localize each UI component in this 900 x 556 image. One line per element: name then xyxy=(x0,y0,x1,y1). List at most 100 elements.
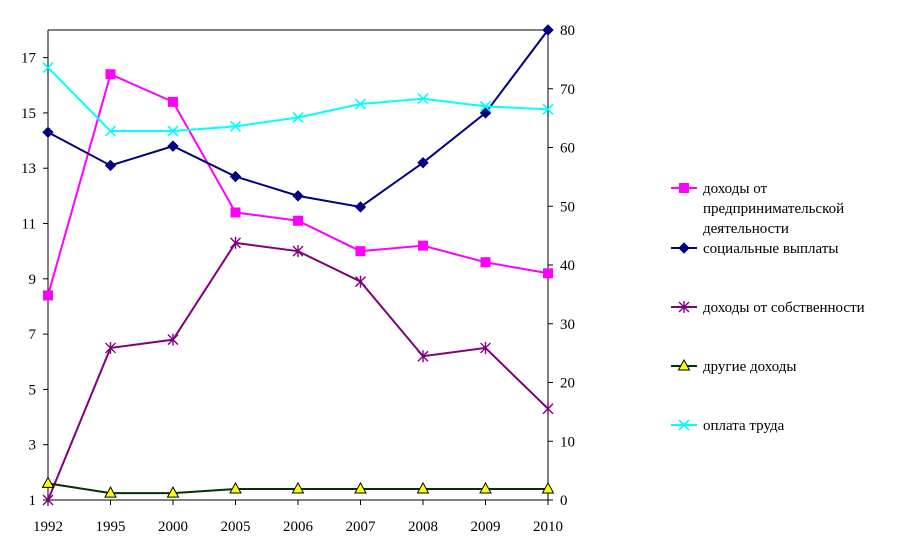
series-1 xyxy=(42,24,554,213)
legend-label-line: предпринимательской xyxy=(703,201,844,217)
legend-label: оплата труда xyxy=(703,418,785,434)
left-tick-label: 1 xyxy=(29,493,37,509)
data-point xyxy=(292,245,304,258)
legend-marker xyxy=(679,183,689,193)
data-point xyxy=(167,140,179,152)
right-tick-label: 70 xyxy=(560,82,575,98)
data-point xyxy=(291,481,305,494)
right-tick-label: 10 xyxy=(560,434,575,450)
left-tick-label: 5 xyxy=(29,382,37,398)
data-point xyxy=(292,190,304,202)
data-point xyxy=(354,201,367,213)
data-point xyxy=(229,170,242,183)
data-point xyxy=(480,341,491,354)
legend-label-line: деятельности xyxy=(703,221,789,237)
data-point xyxy=(229,120,242,132)
data-point xyxy=(543,268,553,279)
data-point xyxy=(230,236,241,249)
legend-marker xyxy=(678,419,690,431)
data-point xyxy=(418,240,428,251)
data-point xyxy=(542,24,554,36)
left-tick-label: 11 xyxy=(22,217,36,233)
series-line xyxy=(47,72,549,296)
legend-label-line: социальные выплаты xyxy=(703,241,838,257)
data-point xyxy=(292,111,304,124)
data-point xyxy=(167,333,179,346)
legend-label-line: другие доходы xyxy=(703,359,797,375)
data-point xyxy=(168,96,178,107)
legend-entry: социальные выплаты xyxy=(671,241,838,257)
legend-entry: оплата труда xyxy=(671,418,785,434)
data-point xyxy=(354,98,367,110)
legend-label-line: оплата труда xyxy=(703,418,785,434)
data-point xyxy=(167,125,179,137)
x-tick-label: 1992 xyxy=(33,519,63,535)
right-tick-label: 80 xyxy=(560,23,575,39)
data-point xyxy=(417,350,429,363)
right-tick-label: 0 xyxy=(560,493,568,509)
data-point xyxy=(42,62,54,74)
series-3 xyxy=(41,476,555,498)
data-point xyxy=(479,107,492,119)
legend-label: другие доходы xyxy=(703,359,797,375)
left-tick-label: 3 xyxy=(29,438,37,454)
data-point xyxy=(417,156,429,169)
data-point xyxy=(105,69,116,80)
legend-label: социальные выплаты xyxy=(703,241,838,257)
data-point xyxy=(104,125,117,137)
data-point xyxy=(41,476,55,488)
x-tick-label: 2010 xyxy=(533,519,563,535)
data-point xyxy=(480,257,491,268)
data-point xyxy=(542,103,554,115)
left-tick-label: 15 xyxy=(21,106,36,122)
data-point xyxy=(43,290,53,301)
legend: доходы от предпринимательской деятельности… xyxy=(671,181,865,434)
series-lines xyxy=(41,24,555,506)
data-point xyxy=(42,126,54,139)
legend-entry: доходы от собственности xyxy=(671,300,865,316)
series-0 xyxy=(43,69,553,301)
data-point xyxy=(355,246,366,257)
x-tick-label: 2008 xyxy=(408,519,438,535)
data-point xyxy=(479,100,492,112)
right-tick-label: 40 xyxy=(560,258,575,274)
data-point xyxy=(479,481,492,494)
left-tick-label: 7 xyxy=(29,327,37,343)
right-tick-label: 30 xyxy=(560,317,575,333)
data-point xyxy=(354,481,367,494)
x-tick-label: 2009 xyxy=(471,519,501,535)
x-tick-label: 2007 xyxy=(346,519,377,535)
data-point xyxy=(42,494,54,506)
right-tick-label: 60 xyxy=(560,141,575,157)
data-point xyxy=(293,215,303,226)
legend-marker xyxy=(678,242,690,254)
right-tick-label: 20 xyxy=(560,376,575,392)
data-point xyxy=(105,341,116,354)
data-point xyxy=(230,207,241,218)
legend-marker xyxy=(677,358,691,371)
x-tick-label: 1995 xyxy=(96,519,126,535)
data-point xyxy=(355,275,366,288)
data-point xyxy=(166,486,180,498)
x-tick-label: 2005 xyxy=(221,519,251,535)
data-point xyxy=(104,159,117,172)
series-line xyxy=(47,241,549,501)
series-4 xyxy=(42,62,554,137)
legend-label: доходы от собственности xyxy=(703,300,865,316)
data-point xyxy=(229,481,242,494)
legend-label-line: доходы от xyxy=(703,181,768,197)
left-tick-label: 17 xyxy=(21,51,37,67)
legend-entry: другие доходы xyxy=(671,358,797,375)
right-tick-label: 50 xyxy=(560,199,575,215)
legend-entry: доходы от предпринимательской деятельности xyxy=(671,181,844,237)
data-point xyxy=(541,481,555,494)
data-point xyxy=(417,93,429,105)
x-tick-label: 2000 xyxy=(158,519,188,535)
data-point xyxy=(104,486,117,498)
data-point xyxy=(416,481,430,494)
data-point xyxy=(542,402,554,415)
left-tick-label: 13 xyxy=(21,161,36,177)
legend-marker xyxy=(678,301,690,313)
